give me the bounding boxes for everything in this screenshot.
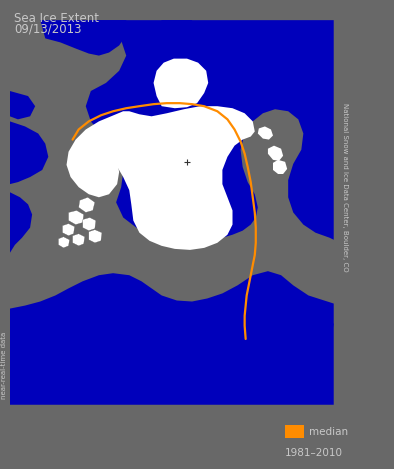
Polygon shape <box>227 303 271 321</box>
Polygon shape <box>243 329 281 349</box>
Polygon shape <box>268 146 283 161</box>
Text: near-real-time data: near-real-time data <box>1 332 7 400</box>
Polygon shape <box>79 197 95 212</box>
Polygon shape <box>273 160 287 174</box>
Polygon shape <box>275 346 311 366</box>
Polygon shape <box>72 234 85 246</box>
Text: Sea Ice Extent: Sea Ice Extent <box>14 12 99 25</box>
Text: 1981–2010: 1981–2010 <box>284 448 343 458</box>
Polygon shape <box>67 111 123 197</box>
Polygon shape <box>160 20 192 32</box>
Polygon shape <box>35 344 58 359</box>
Bar <box>284 425 305 439</box>
Polygon shape <box>25 322 56 339</box>
Polygon shape <box>154 59 208 108</box>
Polygon shape <box>63 224 74 236</box>
Text: median: median <box>309 427 348 437</box>
Polygon shape <box>10 271 334 405</box>
Polygon shape <box>58 237 70 248</box>
Polygon shape <box>258 127 273 140</box>
Polygon shape <box>10 192 32 253</box>
Polygon shape <box>10 121 48 184</box>
Polygon shape <box>69 211 84 225</box>
Text: National Snow and Ice Data Center, Boulder, CO: National Snow and Ice Data Center, Bould… <box>342 103 348 272</box>
Polygon shape <box>111 106 255 250</box>
Polygon shape <box>40 20 334 243</box>
Polygon shape <box>10 346 32 362</box>
Text: 09/13/2013: 09/13/2013 <box>14 23 81 36</box>
Polygon shape <box>303 316 334 336</box>
Polygon shape <box>89 230 102 243</box>
Polygon shape <box>83 218 96 231</box>
Polygon shape <box>40 20 126 56</box>
Polygon shape <box>10 91 35 119</box>
